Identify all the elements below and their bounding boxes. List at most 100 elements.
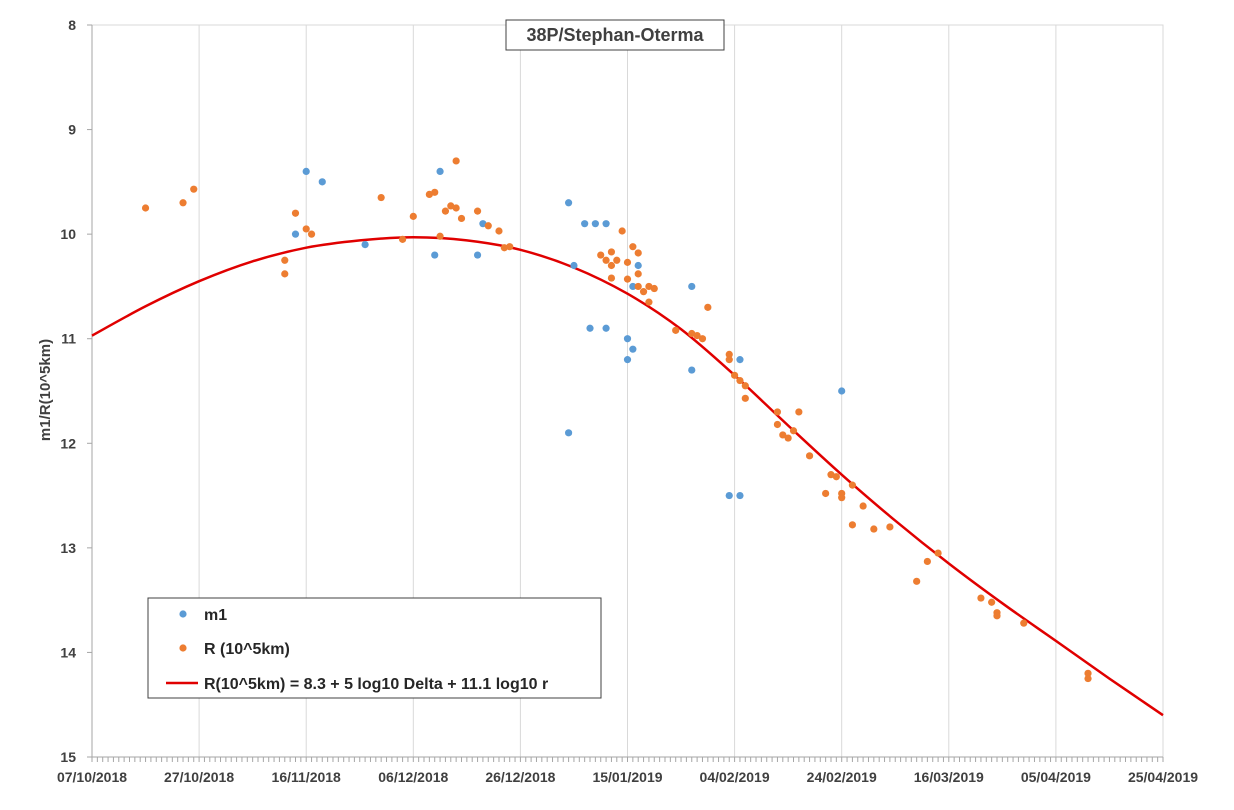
- x-tick-label: 16/11/2018: [272, 769, 342, 785]
- r-point: [838, 494, 846, 502]
- r-point: [607, 261, 616, 270]
- r-point: [848, 521, 857, 529]
- r-point: [409, 212, 417, 220]
- r-point: [281, 270, 289, 278]
- fit-curve: [91, 236, 1164, 717]
- x-tick-label: 27/10/2018: [164, 769, 234, 785]
- m1-point: [564, 199, 573, 207]
- r-point: [993, 612, 1001, 620]
- r-point: [645, 298, 653, 306]
- r-point: [634, 249, 642, 257]
- r-point: [736, 376, 744, 385]
- r-point: [613, 256, 621, 264]
- r-point: [704, 303, 712, 311]
- y-tick-label: 12: [60, 435, 76, 451]
- r-point: [441, 207, 450, 215]
- chart-title: 38P/Stephan-Oterma: [526, 25, 704, 45]
- legend-label-r: R (10^5km): [204, 641, 290, 658]
- r-point: [190, 185, 198, 193]
- y-tick-label: 8: [68, 17, 76, 33]
- r-point: [731, 371, 739, 379]
- r-point: [302, 225, 310, 233]
- r-point: [795, 408, 803, 416]
- r-point: [672, 326, 680, 334]
- r-point: [398, 235, 407, 243]
- r-point: [741, 382, 749, 390]
- r-point: [500, 244, 508, 252]
- r-point: [506, 243, 514, 251]
- chart-title-box: 38P/Stephan-Oterma: [505, 19, 725, 51]
- m1-point: [736, 356, 744, 364]
- y-tick-label: 15: [60, 749, 76, 765]
- r-point: [639, 288, 648, 296]
- r-point: [623, 258, 632, 266]
- r-point: [693, 331, 701, 340]
- legend-marker-m1: [179, 610, 187, 618]
- m1-point: [436, 167, 444, 175]
- m1-point: [688, 366, 696, 374]
- r-point: [1020, 619, 1028, 627]
- y-tick-label: 11: [61, 331, 76, 347]
- x-tick-label: 24/02/2019: [807, 769, 877, 785]
- m1-point: [629, 345, 637, 353]
- r-point: [623, 275, 632, 283]
- r-point: [934, 549, 942, 557]
- r-point: [602, 256, 610, 264]
- r-point: [977, 594, 985, 602]
- r-point: [741, 394, 749, 402]
- r-point: [457, 214, 466, 223]
- r-point: [141, 204, 150, 212]
- r-point: [822, 489, 830, 498]
- r-point: [832, 473, 840, 481]
- r-point: [452, 204, 460, 212]
- r-point: [698, 335, 707, 343]
- legend: m1 R (10^5km) R(10^5km) = 8.3 + 5 log10 De…: [147, 597, 602, 699]
- r-point: [281, 256, 289, 264]
- r-point: [473, 207, 482, 215]
- m1-point: [634, 261, 642, 270]
- r-point: [629, 243, 637, 251]
- y-tick-label: 14: [60, 644, 76, 660]
- x-tick-label: 25/04/2019: [1128, 769, 1198, 785]
- r-point: [784, 434, 792, 442]
- r-point: [452, 157, 460, 165]
- m1-point: [318, 178, 326, 186]
- x-tick-label: 06/12/2018: [378, 769, 448, 785]
- r-point: [779, 431, 787, 439]
- m1-point: [602, 324, 610, 332]
- r-point: [436, 232, 444, 240]
- m1-point: [291, 230, 300, 238]
- r-point: [1084, 669, 1092, 677]
- r-point: [859, 502, 867, 510]
- legend-label-m1: m1: [204, 607, 227, 624]
- r-point: [607, 274, 616, 282]
- x-tick-label: 05/04/2019: [1021, 769, 1091, 785]
- x-tick-label: 15/01/2019: [592, 769, 662, 785]
- r-point: [848, 481, 857, 489]
- r-point: [495, 227, 503, 235]
- r-point: [923, 557, 931, 566]
- legend-frame: [147, 597, 602, 699]
- m1-point: [602, 220, 610, 228]
- r-point: [634, 282, 642, 291]
- r-point: [377, 193, 385, 202]
- r-point: [988, 598, 996, 606]
- x-tick-label: 26/12/2018: [485, 769, 555, 785]
- m1-point: [736, 491, 744, 500]
- x-tick-label: 16/03/2019: [914, 769, 984, 785]
- m1-point: [591, 220, 599, 228]
- r-point: [634, 270, 642, 278]
- r-point: [805, 452, 814, 460]
- r-point: [773, 420, 782, 429]
- m1-point: [725, 491, 733, 500]
- series: [91, 157, 1164, 717]
- m1-point: [623, 356, 632, 364]
- m1-point: [361, 241, 369, 249]
- r-point: [307, 230, 316, 238]
- y-tick-label: 10: [60, 226, 76, 242]
- axes: 07/10/2018 27/10/2018 16/11/2018 06/12/2018…: [57, 17, 1198, 785]
- r-point: [431, 188, 439, 196]
- r-point: [597, 251, 605, 259]
- m1-point: [581, 220, 589, 228]
